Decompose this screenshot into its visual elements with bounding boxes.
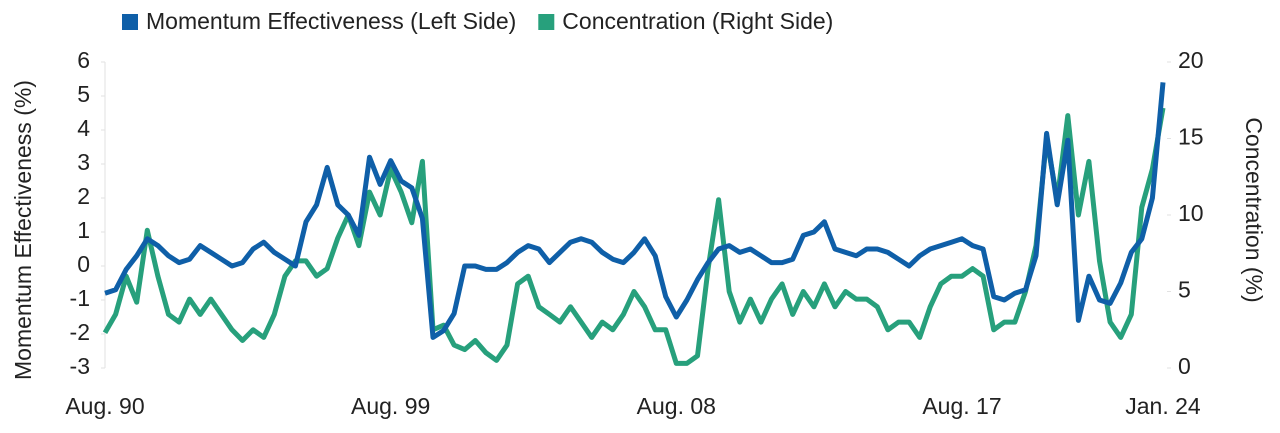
legend-label: Concentration (Right Side) [562,8,833,34]
series-line [102,107,1166,366]
y-tick-label: -3 [70,353,90,379]
y-tick-label: -1 [70,285,90,311]
y-tick-label: 0 [77,251,90,277]
y-tick-label: 3 [77,149,90,175]
y2-axis-title: Concentration (%) [1241,117,1267,302]
y2-tick-label: 0 [1178,353,1191,379]
x-tick-label: Aug. 90 [65,393,144,419]
y2-tick-label: 5 [1178,277,1191,303]
y2-tick-label: 20 [1178,47,1204,73]
legend-label: Momentum Effectiveness (Left Side) [146,8,516,34]
y-axis-title: Momentum Effectiveness (%) [10,80,36,380]
legend-swatch [122,14,138,30]
legend-swatch [538,14,555,30]
x-tick-label: Jan. 24 [1125,393,1201,419]
y2-tick-label: 15 [1178,124,1204,150]
y2-tick-label: 10 [1178,200,1204,226]
series-line [104,82,1166,340]
x-tick-label: Aug. 99 [351,393,430,419]
y-tick-label: 1 [77,217,90,243]
y-tick-label: -2 [70,319,90,345]
y-tick-label: 4 [77,115,90,141]
y-tick-label: 2 [77,183,90,209]
x-tick-label: Aug. 17 [922,393,1001,419]
y-tick-label: 5 [77,81,90,107]
y-tick-label: 6 [77,47,90,73]
x-tick-label: Aug. 08 [637,393,716,419]
